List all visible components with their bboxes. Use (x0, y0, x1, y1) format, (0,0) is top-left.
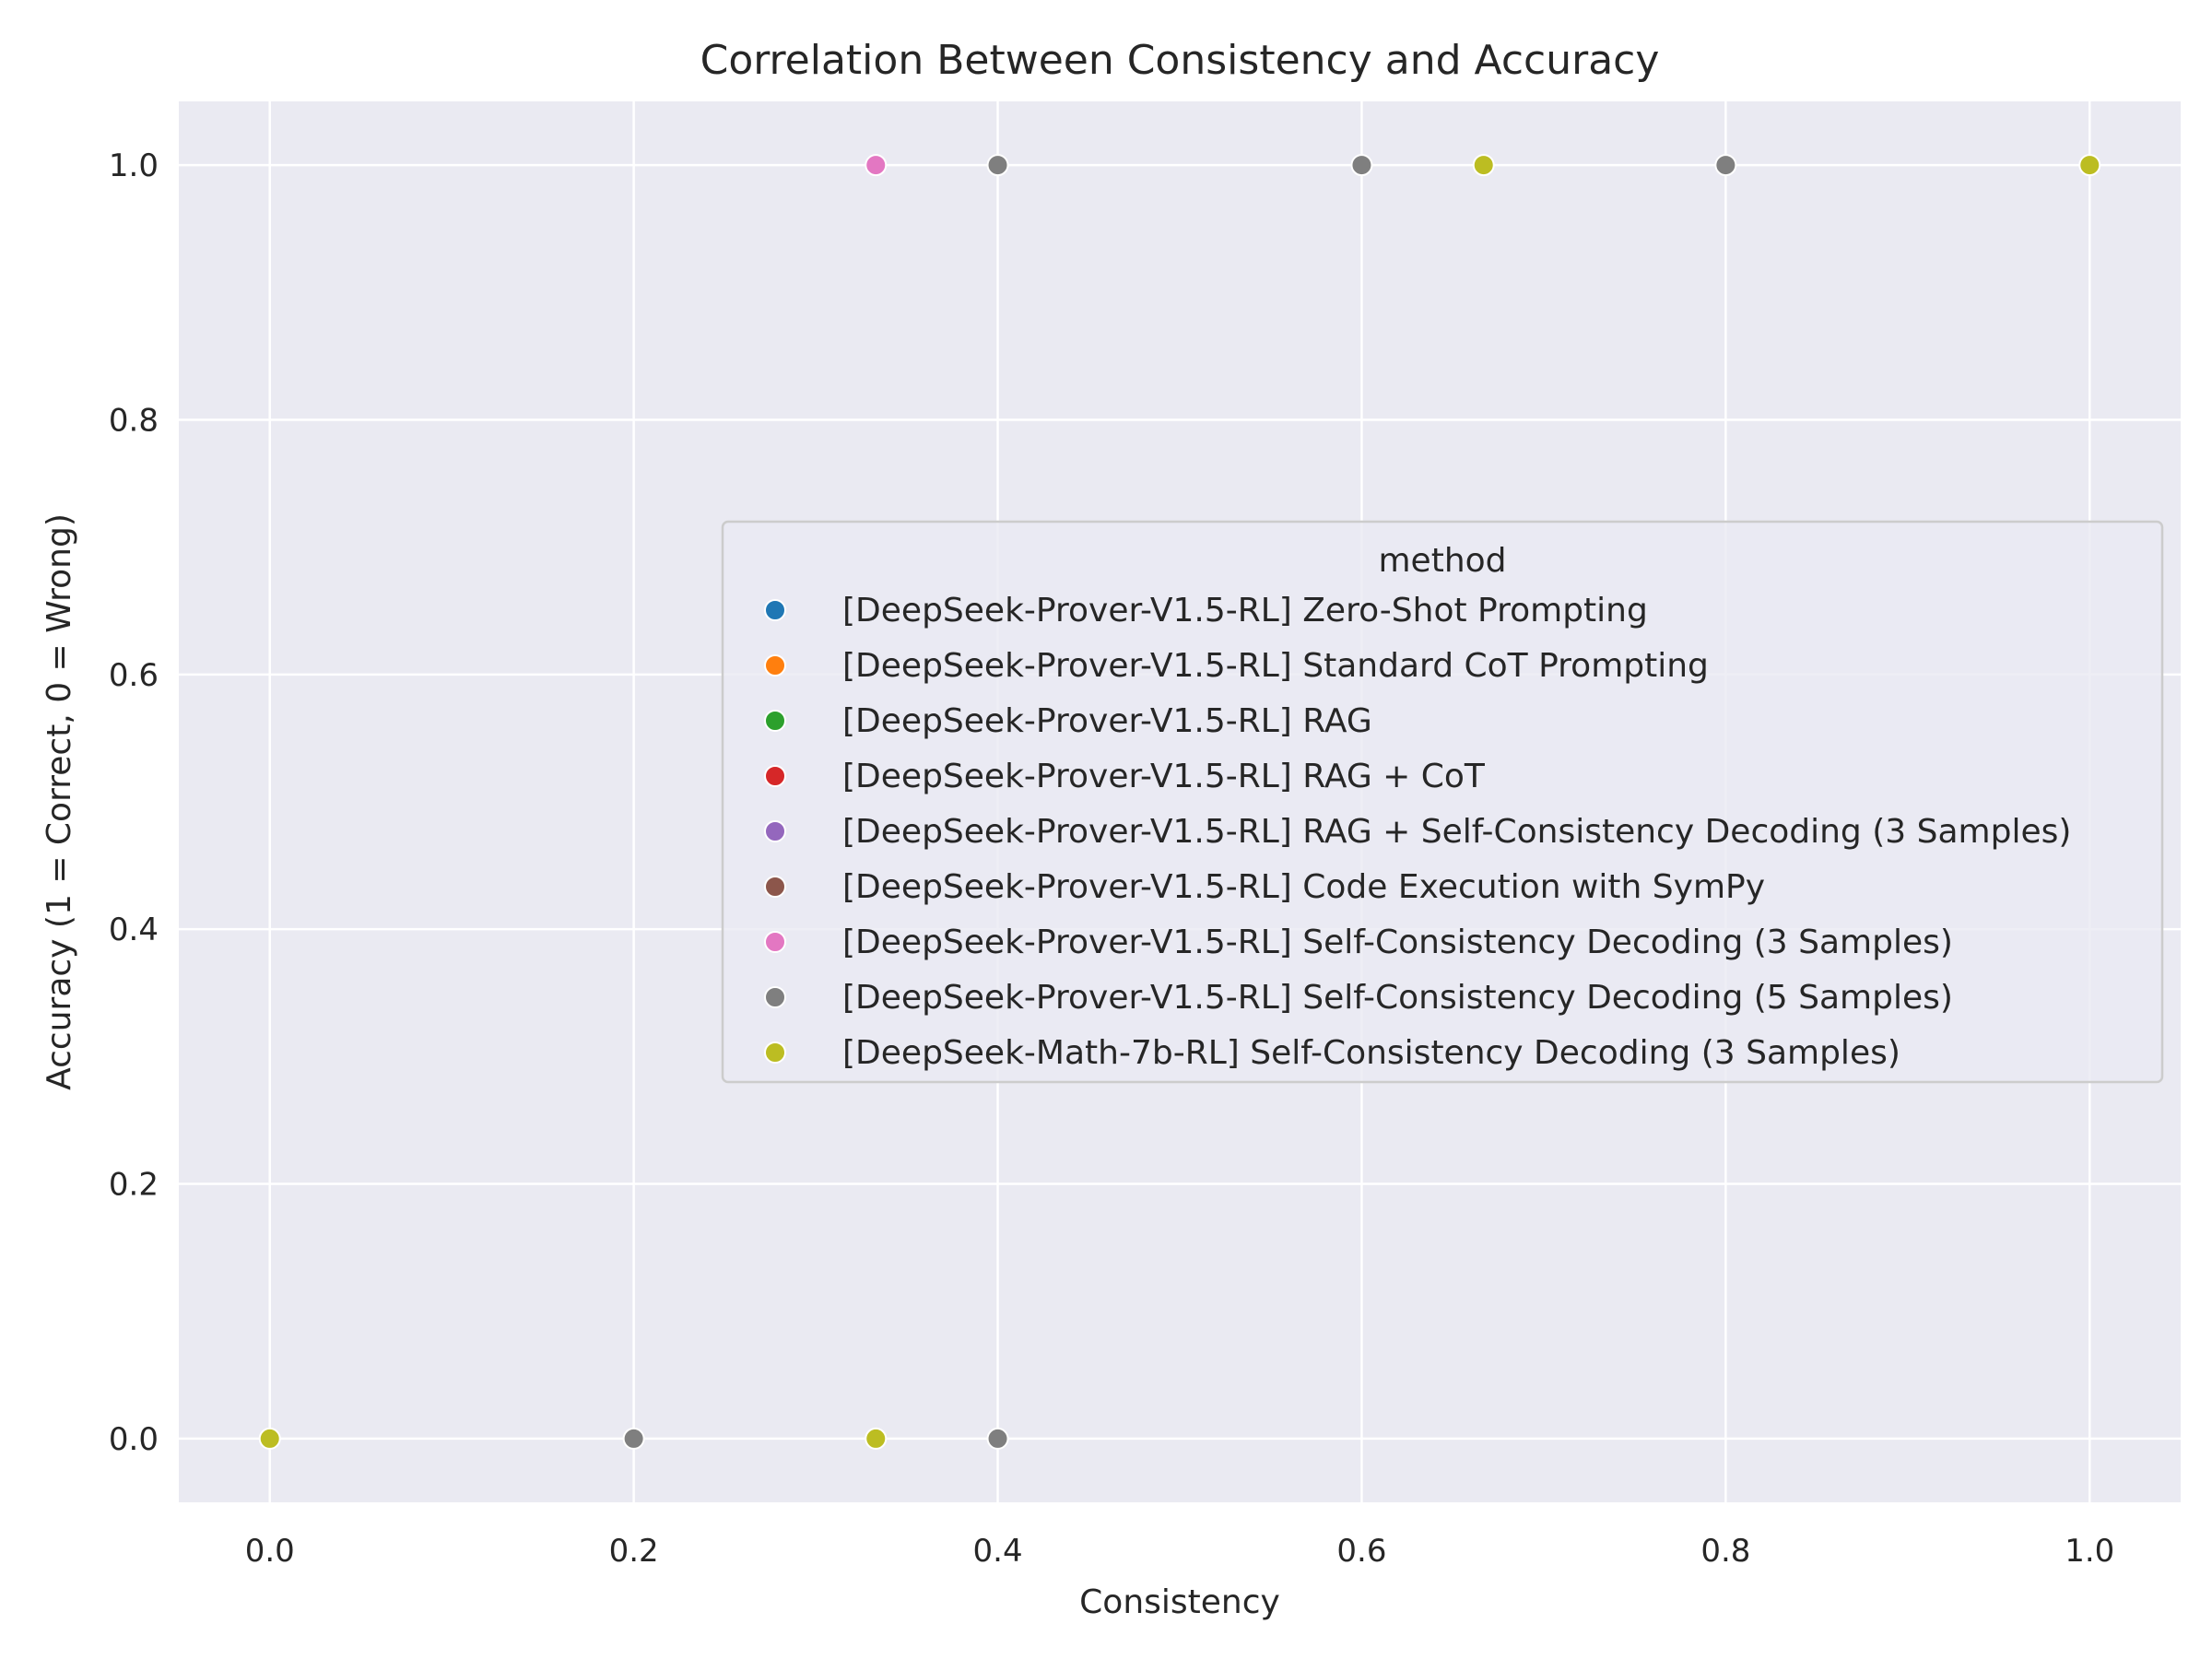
legend-entry: [DeepSeek-Prover-V1.5-RL] Standard CoT P… (842, 647, 1709, 685)
chart-title: Correlation Between Consistency and Accu… (700, 37, 1660, 84)
legend-marker (764, 599, 786, 621)
legend-marker (764, 820, 786, 842)
data-point (1472, 154, 1495, 177)
data-points (258, 154, 2101, 1450)
legend-marker (764, 654, 786, 677)
grid (179, 101, 2181, 1502)
legend-marker (764, 876, 786, 898)
y-axis-label: Accuracy (1 = Correct, 0 = Wrong) (41, 513, 78, 1090)
data-point (865, 154, 888, 177)
legend-marker (764, 710, 786, 732)
x-axis-label: Consistency (1079, 1583, 1280, 1621)
legend-items: [DeepSeek-Prover-V1.5-RL] Zero-Shot Prom… (764, 592, 2071, 1072)
legend-entry: [DeepSeek-Prover-V1.5-RL] Self-Consisten… (842, 979, 1953, 1017)
legend-entry: [DeepSeek-Prover-V1.5-RL] Code Execution… (842, 868, 1765, 906)
data-point (865, 1427, 888, 1450)
data-point (986, 154, 1009, 177)
x-tick-label: 0.2 (609, 1533, 659, 1570)
legend-box (721, 520, 2164, 1084)
x-axis-ticks: 0.0 0.2 0.4 0.6 0.8 1.0 (245, 1533, 2115, 1570)
x-tick-label: 0.0 (245, 1533, 295, 1570)
legend: method [DeepSeek-Prover-V1.5-RL] Zero-Sh… (721, 520, 2164, 1084)
x-tick-label: 0.8 (1700, 1533, 1750, 1570)
legend-entry: [DeepSeek-Prover-V1.5-RL] Self-Consisten… (842, 924, 1953, 961)
data-point (1350, 154, 1373, 177)
y-tick-label: 0.6 (109, 657, 159, 694)
y-tick-label: 0.4 (109, 912, 159, 948)
y-axis-ticks: 0.0 0.2 0.4 0.6 0.8 1.0 (109, 147, 159, 1458)
legend-marker (764, 1041, 786, 1064)
legend-marker (764, 931, 786, 953)
legend-entry: [DeepSeek-Prover-V1.5-RL] Zero-Shot Prom… (842, 592, 1648, 629)
legend-marker (764, 986, 786, 1008)
legend-entry: [DeepSeek-Prover-V1.5-RL] RAG + CoT (842, 758, 1486, 795)
legend-entry: [DeepSeek-Prover-V1.5-RL] RAG + Self-Con… (842, 813, 2071, 851)
y-tick-label: 0.0 (109, 1421, 159, 1458)
data-point (1714, 154, 1737, 177)
data-point (986, 1427, 1009, 1450)
x-tick-label: 1.0 (2065, 1533, 2114, 1570)
y-tick-label: 1.0 (109, 147, 159, 184)
y-tick-label: 0.8 (109, 402, 159, 439)
x-tick-label: 0.4 (973, 1533, 1023, 1570)
legend-entry: [DeepSeek-Prover-V1.5-RL] RAG (842, 702, 1372, 740)
legend-marker (764, 765, 786, 787)
x-tick-label: 0.6 (1336, 1533, 1386, 1570)
legend-entry: [DeepSeek-Math-7b-RL] Self-Consistency D… (842, 1034, 1900, 1072)
legend-title: method (1378, 542, 1506, 580)
data-point (2078, 154, 2101, 177)
y-tick-label: 0.2 (109, 1167, 159, 1204)
data-point (622, 1427, 645, 1450)
data-point (258, 1427, 281, 1450)
